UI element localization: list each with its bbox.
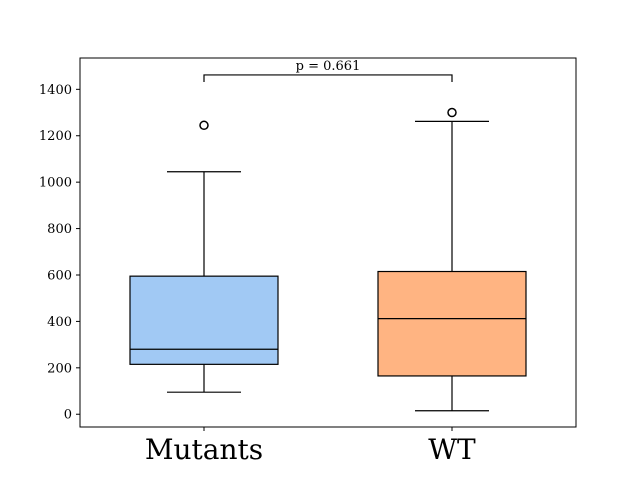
y-tick-label-200: 200 <box>47 361 72 376</box>
y-tick-label-800: 800 <box>47 222 72 237</box>
y-tick-label-1200: 1200 <box>39 129 72 144</box>
y-tick-label-600: 600 <box>47 268 72 283</box>
significance-bracket <box>203 74 453 82</box>
y-tick-label-0: 0 <box>64 408 72 423</box>
box-mutants <box>129 275 279 365</box>
plot-layer: 0 200 400 600 800 1000 1200 1400 Mutants WT p = 0.… <box>39 57 577 466</box>
p-value-label: p = 0.661 <box>296 59 361 74</box>
axes-frame <box>79 57 577 428</box>
y-tick-label-1000: 1000 <box>39 176 72 191</box>
outlier-mutants-0 <box>199 120 209 131</box>
outlier-wt-0 <box>447 107 457 118</box>
category-label-wt: WT <box>428 433 476 466</box>
category-label-mutants: Mutants <box>145 433 263 466</box>
y-tick-label-400: 400 <box>47 315 72 330</box>
box-wt <box>377 270 527 377</box>
y-tick-label-1400: 1400 <box>39 83 72 98</box>
